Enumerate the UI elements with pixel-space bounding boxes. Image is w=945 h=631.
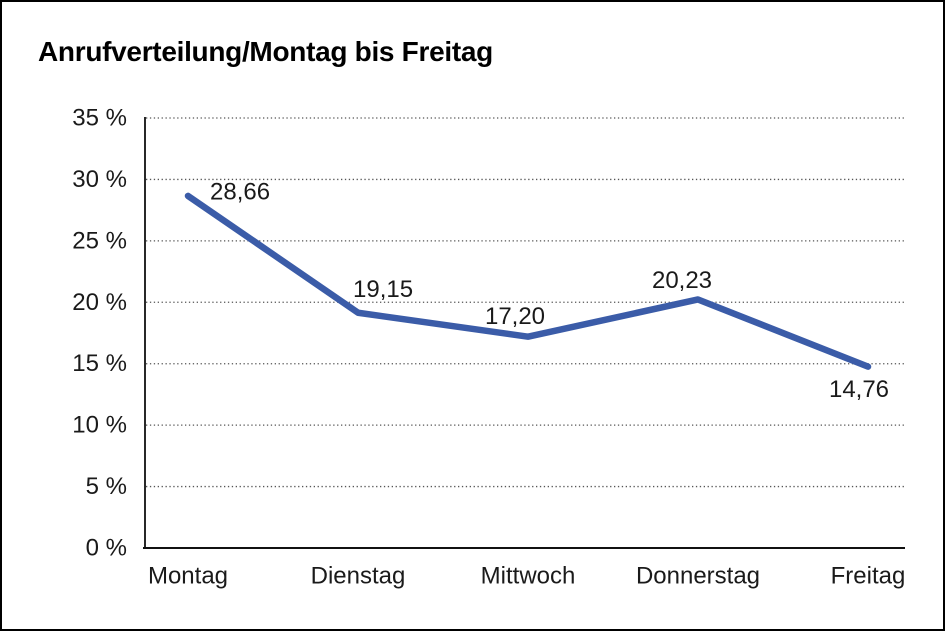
data-label: 17,20 bbox=[485, 303, 545, 330]
y-tick-label: 20 % bbox=[72, 289, 127, 316]
category-label: Freitag bbox=[831, 563, 906, 590]
y-tick-label: 15 % bbox=[72, 350, 127, 377]
category-label: Donnerstag bbox=[636, 563, 760, 590]
y-tick-label: 30 % bbox=[72, 166, 127, 193]
category-label: Montag bbox=[148, 563, 228, 590]
data-label: 14,76 bbox=[829, 376, 889, 403]
series-line bbox=[184, 192, 872, 370]
data-label: 20,23 bbox=[652, 267, 712, 294]
data-label: 28,66 bbox=[210, 178, 270, 205]
y-tick-label: 25 % bbox=[72, 227, 127, 254]
y-tick-label: 10 % bbox=[72, 412, 127, 439]
chart-title: Anrufverteilung/Montag bis Freitag bbox=[38, 36, 493, 67]
y-tick-label: 0 % bbox=[86, 535, 127, 562]
data-label: 19,15 bbox=[353, 276, 413, 303]
category-label: Dienstag bbox=[311, 563, 406, 590]
y-tick-label: 35 % bbox=[72, 105, 127, 132]
y-tick-label: 5 % bbox=[86, 473, 127, 500]
category-label: Mittwoch bbox=[481, 563, 576, 590]
